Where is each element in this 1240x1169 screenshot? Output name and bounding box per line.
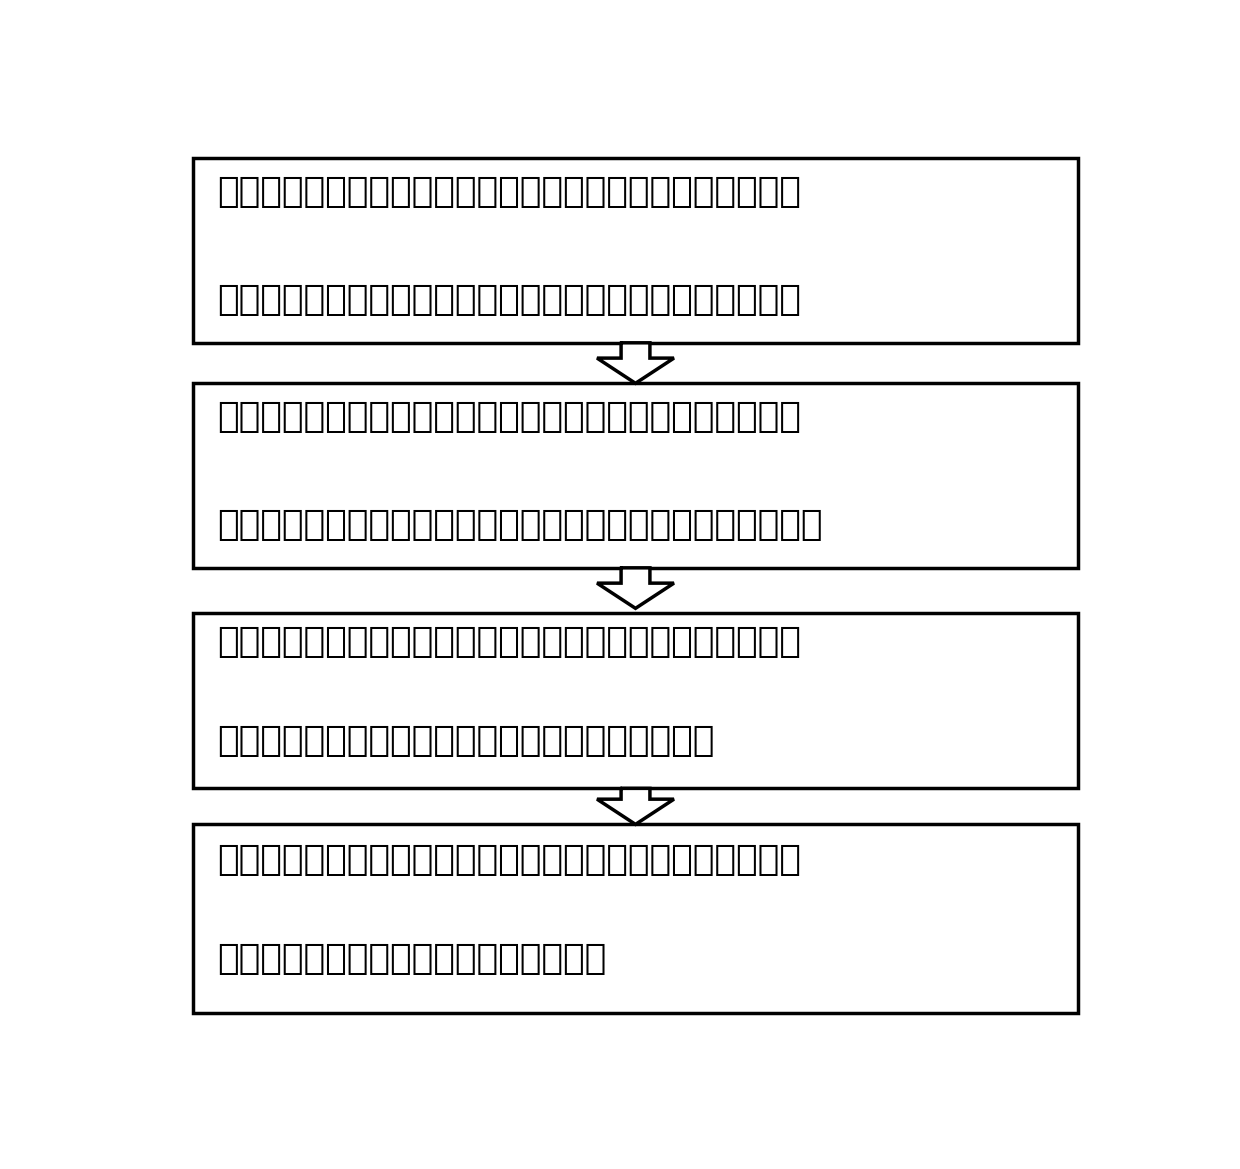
Text: 标定板对阵列相机进行标定，印刷机开始进行硅片栅线印刷；: 标定板对阵列相机进行标定，印刷机开始进行硅片栅线印刷； <box>217 283 801 317</box>
FancyBboxPatch shape <box>193 158 1078 343</box>
FancyBboxPatch shape <box>193 383 1078 568</box>
FancyBboxPatch shape <box>193 824 1078 1014</box>
Text: 栅线宽度测量及标记点检测：对硅片图片进行图像处理，并检: 栅线宽度测量及标记点检测：对硅片图片进行图像处理，并检 <box>217 625 801 659</box>
Polygon shape <box>596 788 675 824</box>
Text: 根据检测到的硅片栅线宽度信息以及标记点的位置信息，计算: 根据检测到的硅片栅线宽度信息以及标记点的位置信息，计算 <box>217 843 801 878</box>
Text: 工位，触发相机拍照，并将拍照的硅片图像传输至中央处理器；: 工位，触发相机拍照，并将拍照的硅片图像传输至中央处理器； <box>217 509 823 542</box>
Text: 进片并拍照：把每次印刷后的硅片经旋转定位平台转动至拍照: 进片并拍照：把每次印刷后的硅片经旋转定位平台转动至拍照 <box>217 400 801 434</box>
Text: 得出二次印刷与一次印刷之间的偏移量。: 得出二次印刷与一次印刷之间的偏移量。 <box>217 942 606 976</box>
Text: 测出硅片栅线的宽度以及两次印刷时标记点的位置；: 测出硅片栅线的宽度以及两次印刷时标记点的位置； <box>217 724 714 759</box>
Polygon shape <box>596 568 675 608</box>
Text: 安装好机台并进行标定：安装阵列相机并设置参数，通过光学: 安装好机台并进行标定：安装阵列相机并设置参数，通过光学 <box>217 175 801 209</box>
Polygon shape <box>596 343 675 383</box>
FancyBboxPatch shape <box>193 613 1078 788</box>
